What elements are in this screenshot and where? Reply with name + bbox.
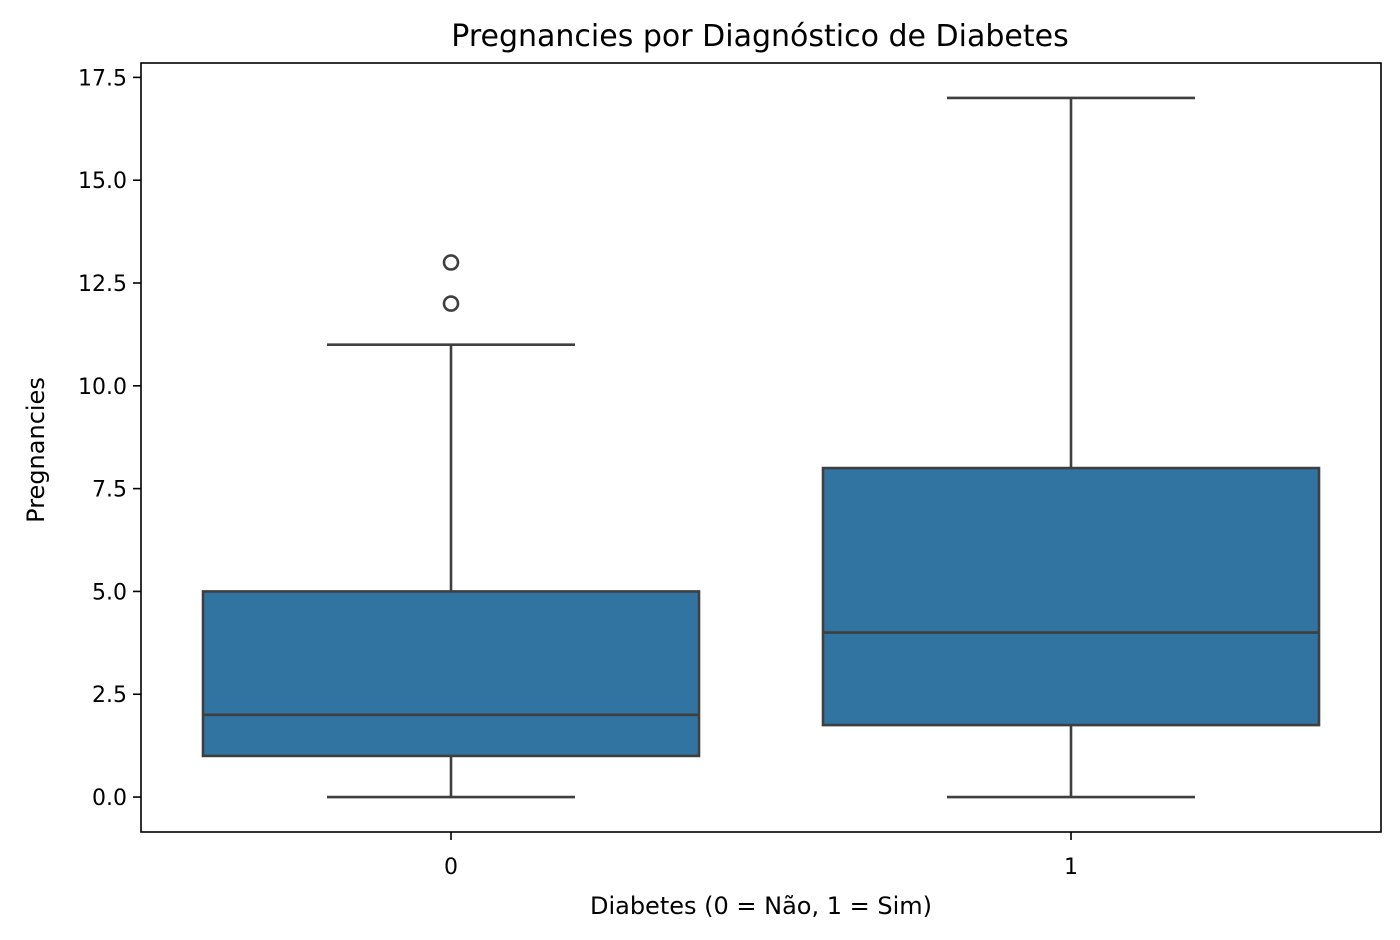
y-tick-label: 0.0 [92,786,127,811]
y-tick-label: 10.0 [78,375,127,400]
y-tick-label: 15.0 [78,169,127,194]
y-axis: 0.0 2.5 5.0 7.5 10.0 12.5 15.0 17.5 [78,66,141,811]
outlier-point [442,254,460,271]
x-tick-label: 0 [444,855,458,880]
plot-area [201,96,1321,799]
y-axis-label: Pregnancies [22,377,50,523]
x-tick-label: 1 [1064,855,1078,880]
outlier-point [442,295,460,312]
y-tick-label: 17.5 [78,66,127,91]
y-tick-label: 2.5 [92,683,127,708]
box-group-0 [201,254,701,799]
y-tick-label: 7.5 [92,478,127,503]
x-axis-label: Diabetes (0 = Não, 1 = Sim) [590,892,932,920]
iqr-box [201,590,701,758]
iqr-box [821,466,1321,727]
plot-frame [140,62,1382,833]
box-group-1 [821,96,1321,799]
chart-title: Pregnancies por Diagnóstico de Diabetes [451,19,1068,54]
y-tick-label: 5.0 [92,580,127,605]
y-tick-label: 12.5 [78,272,127,297]
